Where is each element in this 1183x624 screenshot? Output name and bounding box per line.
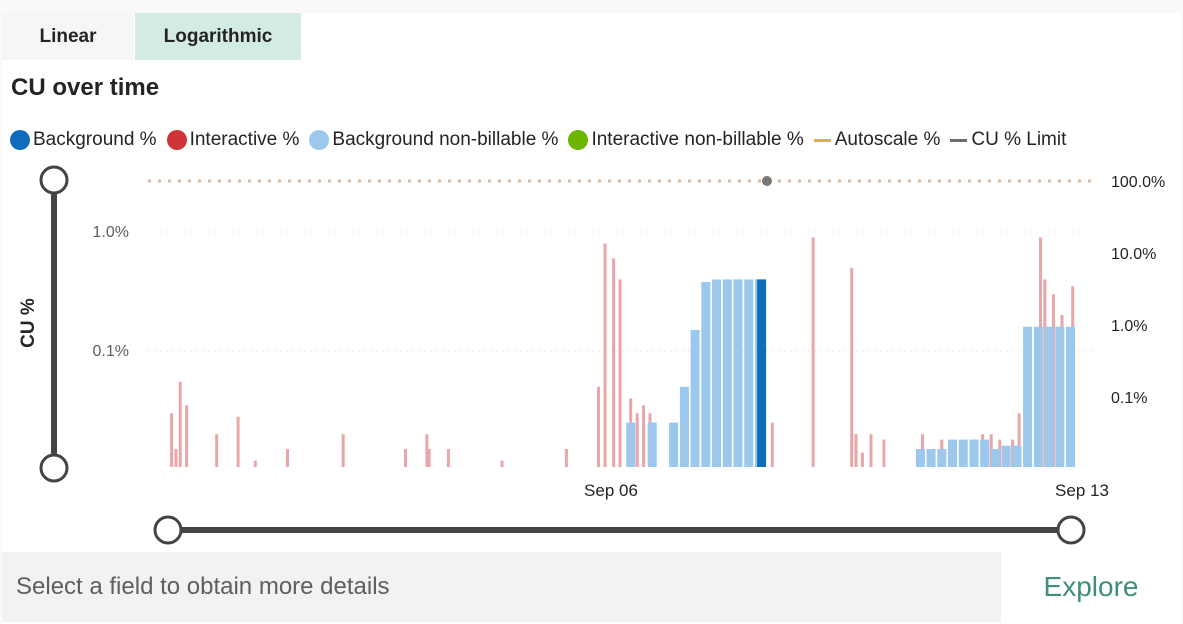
chart-bar[interactable] <box>174 449 178 467</box>
chart-bar[interactable] <box>882 439 886 467</box>
right-tick-label: 1.0% <box>1111 318 1147 335</box>
chart-bar[interactable] <box>770 422 774 467</box>
chart-bar[interactable] <box>1023 326 1033 467</box>
left-tick-label: 0.1% <box>93 343 129 360</box>
right-tick-label: 10.0% <box>1111 246 1156 263</box>
legend-item-autoscale[interactable]: Autoscale % <box>813 129 941 151</box>
cu-limit-marker[interactable] <box>762 176 772 186</box>
explore-button[interactable]: Explore <box>1001 552 1181 622</box>
details-bar: Select a field to obtain more details <box>2 552 1001 622</box>
legend-item-background-non-billable[interactable]: Background non-billable % <box>309 129 558 151</box>
chart-bar[interactable] <box>635 413 639 467</box>
chart-bar[interactable] <box>757 279 767 467</box>
chart-bar[interactable] <box>854 434 858 467</box>
chart-bar[interactable] <box>1066 326 1075 467</box>
details-hint: Select a field to obtain more details <box>16 573 390 600</box>
cu-chart[interactable]: CU % 1.0% 0.1% 100.0% 10.0% 1.0% 0.1% Se… <box>0 160 1183 552</box>
vertical-slider-bottom-handle[interactable] <box>39 453 69 483</box>
y-axis-title: CU % <box>18 298 39 348</box>
chart-bar[interactable] <box>958 439 968 467</box>
chart-bar[interactable] <box>669 422 679 467</box>
x-tick-label: Sep 13 <box>1055 481 1109 500</box>
chart-bar[interactable] <box>500 460 504 467</box>
chart-bar[interactable] <box>991 449 1000 467</box>
chart-bar[interactable] <box>980 439 990 467</box>
chart-title: CU over time <box>11 74 160 101</box>
chart-bar[interactable] <box>618 279 622 467</box>
legend-label: Background non-billable % <box>332 129 559 150</box>
legend-line-icon <box>950 138 968 142</box>
chart-bar[interactable] <box>178 381 182 467</box>
chart-bar[interactable] <box>446 449 450 467</box>
legend-dot-icon <box>166 130 187 150</box>
tab-linear[interactable]: Linear <box>2 13 134 60</box>
chart-bar[interactable] <box>170 413 174 467</box>
chart-bar[interactable] <box>341 434 345 467</box>
chart-bar[interactable] <box>427 449 431 467</box>
chart-bar[interactable] <box>690 330 700 467</box>
chart-bar[interactable] <box>850 267 854 467</box>
chart-bar[interactable] <box>647 422 657 467</box>
legend-label: Autoscale % <box>834 129 941 150</box>
visual-card <box>2 13 1181 624</box>
right-tick-label: 0.1% <box>1111 390 1147 407</box>
chart-bar[interactable] <box>1044 326 1054 467</box>
chart-bar[interactable] <box>215 434 219 467</box>
chart-bar[interactable] <box>603 243 607 468</box>
chart-bar[interactable] <box>1033 326 1043 467</box>
legend-item-interactive-non-billable[interactable]: Interactive non-billable % <box>568 129 804 151</box>
chart-bar[interactable] <box>1001 445 1011 467</box>
legend-dot-icon <box>10 130 30 150</box>
chart-legend: Background % Interactive % Background no… <box>10 128 1076 152</box>
chart-bar[interactable] <box>948 439 957 467</box>
legend-dot-icon <box>309 130 330 150</box>
x-tick-label: Sep 06 <box>584 481 638 500</box>
right-tick-label: 100.0% <box>1111 174 1165 191</box>
legend-label: Background % <box>33 129 157 150</box>
legend-dot-icon <box>568 130 589 150</box>
chart-bar[interactable] <box>915 449 925 467</box>
chart-bar[interactable] <box>626 422 636 467</box>
chart-bar[interactable] <box>564 449 568 467</box>
bar-series-group <box>170 237 1075 467</box>
chart-bar[interactable] <box>253 460 257 467</box>
chart-bar[interactable] <box>869 434 873 467</box>
horizontal-slider-right-handle[interactable] <box>1056 515 1086 545</box>
legend-item-background[interactable]: Background % <box>10 129 157 151</box>
chart-bar[interactable] <box>404 449 407 467</box>
tab-logarithmic[interactable]: Logarithmic <box>135 13 301 60</box>
chart-bar[interactable] <box>679 386 689 467</box>
horizontal-slider-left-handle[interactable] <box>153 515 183 545</box>
chart-bar[interactable] <box>722 279 732 467</box>
legend-item-interactive[interactable]: Interactive % <box>166 129 300 151</box>
legend-label: Interactive non-billable % <box>591 129 804 150</box>
chart-bar[interactable] <box>701 282 711 467</box>
chart-bar[interactable] <box>1017 413 1021 467</box>
chart-bar[interactable] <box>926 449 936 467</box>
legend-item-cu-limit[interactable]: CU % Limit <box>950 129 1066 151</box>
chart-bar[interactable] <box>185 405 189 467</box>
chart-bar[interactable] <box>744 279 754 467</box>
vertical-slider-top-handle[interactable] <box>39 165 69 195</box>
chart-bar[interactable] <box>1012 445 1022 467</box>
chart-bar[interactable] <box>597 386 600 467</box>
chart-bar[interactable] <box>712 279 721 467</box>
chart-bar[interactable] <box>642 405 646 467</box>
chart-bar[interactable] <box>236 416 240 467</box>
chart-bar[interactable] <box>969 439 979 467</box>
legend-label: Interactive % <box>189 129 300 150</box>
chart-bar[interactable] <box>860 452 864 467</box>
legend-line-icon <box>813 138 831 142</box>
left-tick-label: 1.0% <box>93 224 129 241</box>
chart-bar[interactable] <box>733 279 743 467</box>
chart-bar[interactable] <box>937 449 947 467</box>
legend-label: CU % Limit <box>971 129 1067 150</box>
chart-bar[interactable] <box>811 237 815 467</box>
chart-bar[interactable] <box>425 434 429 467</box>
chart-bar[interactable] <box>612 258 616 467</box>
chart-bar[interactable] <box>1055 326 1065 467</box>
chart-bar[interactable] <box>286 449 289 467</box>
